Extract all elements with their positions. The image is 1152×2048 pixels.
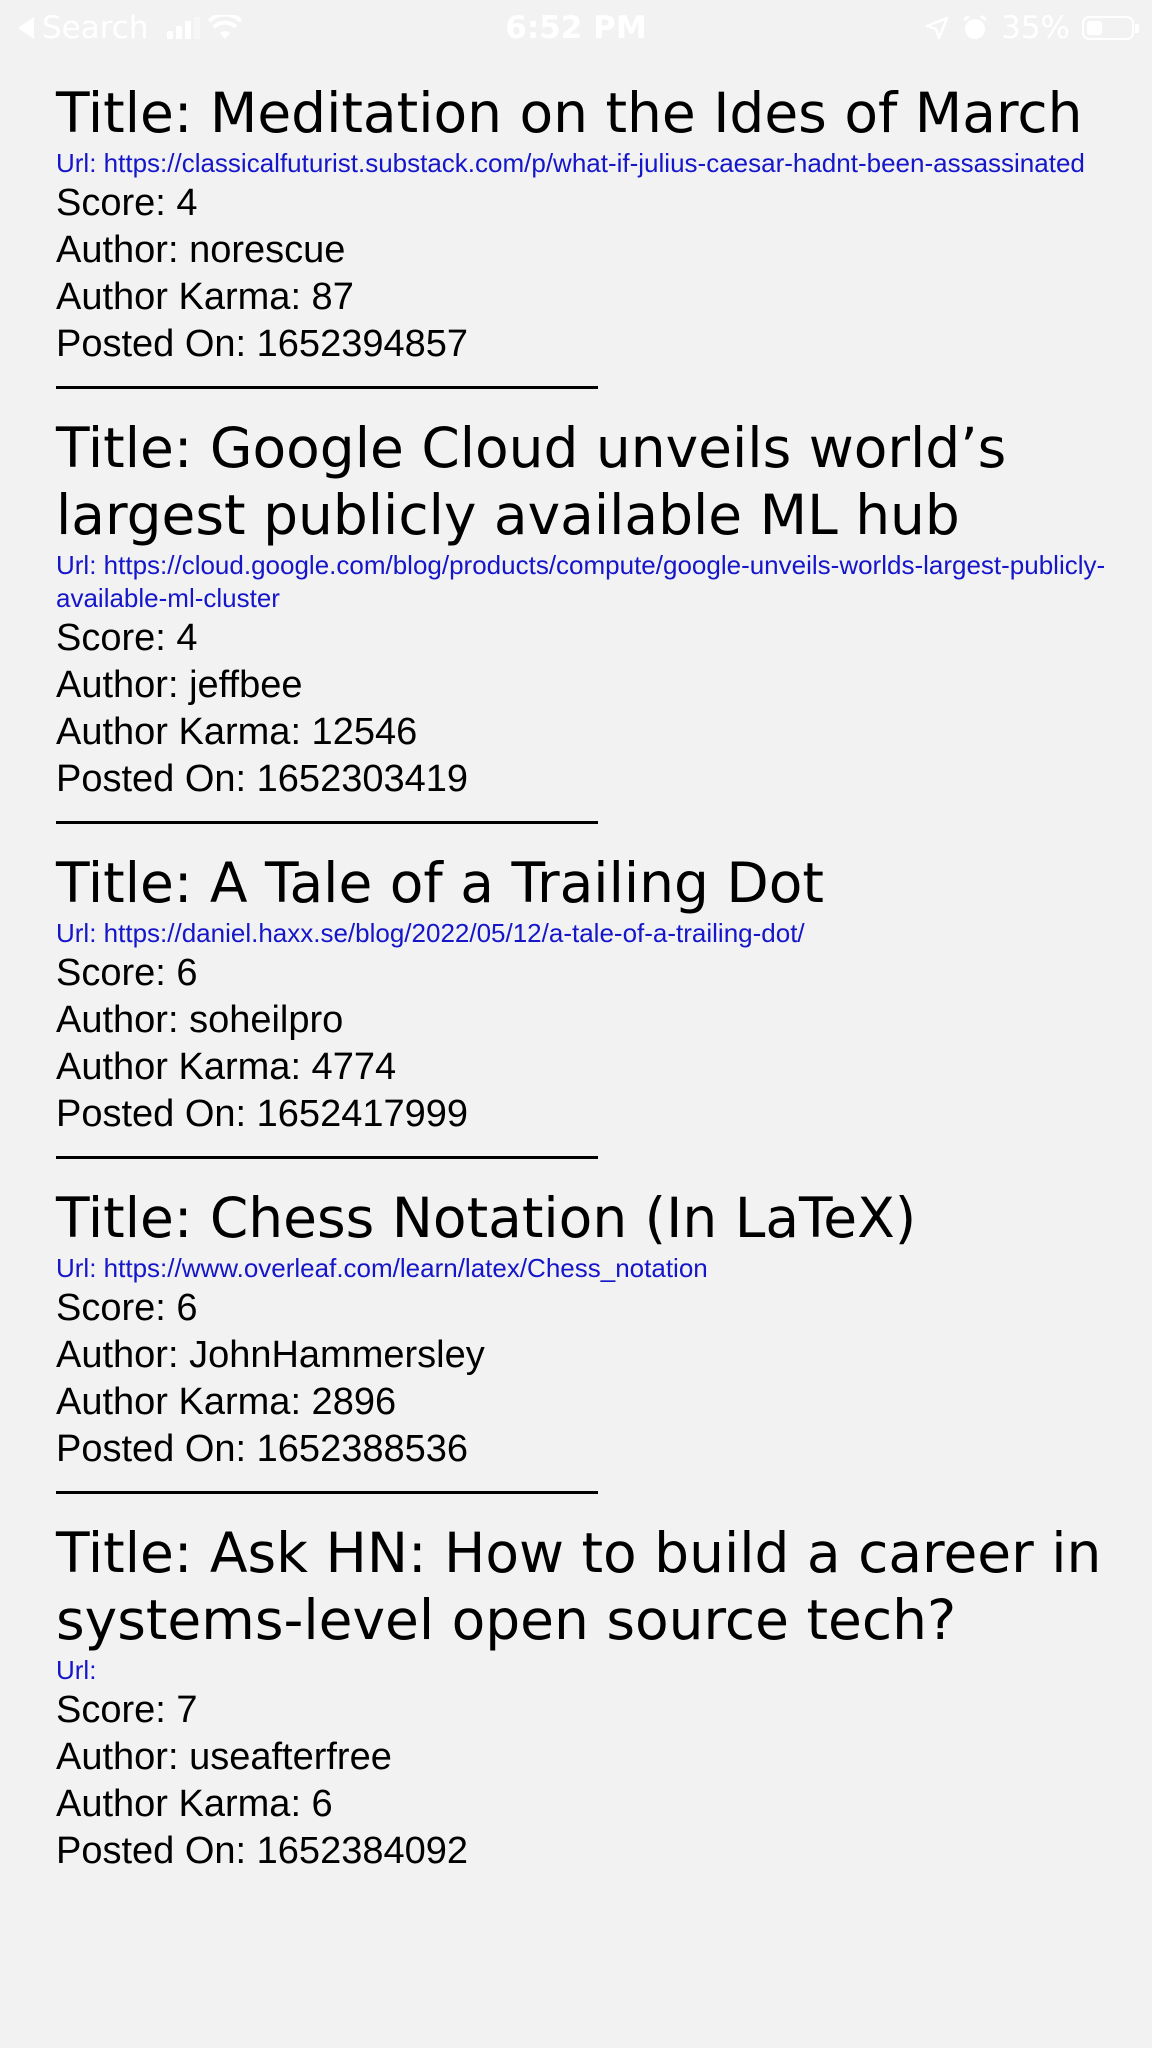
story-url-link[interactable]: Url: https://www.overleaf.com/learn/late… <box>56 1253 708 1283</box>
status-bar: Search 6:52 PM 35% <box>0 0 1152 58</box>
story-score: Score: 4 <box>56 617 198 659</box>
divider <box>56 821 598 824</box>
story-list: Title: Meditation on the Ides of March U… <box>56 80 1106 1901</box>
clock: 6:52 PM <box>505 10 647 46</box>
story-url-link[interactable]: Url: https://daniel.haxx.se/blog/2022/05… <box>56 918 805 948</box>
story-posted-on: Posted On: 1652417999 <box>56 1093 469 1135</box>
story-title: Title: A Tale of a Trailing Dot <box>56 851 824 915</box>
story-author-karma: Author Karma: 6 <box>56 1783 333 1825</box>
story-title: Title: Chess Notation (In LaTeX) <box>56 1186 917 1250</box>
story-author-karma: Author Karma: 12546 <box>56 711 418 753</box>
story-author: Author: norescue <box>56 229 346 271</box>
story-author: Author: soheilpro <box>56 999 344 1041</box>
story-posted-on: Posted On: 1652303419 <box>56 758 469 800</box>
story-score: Score: 4 <box>56 182 198 224</box>
story-item: Title: Ask HN: How to build a career in … <box>56 1520 1106 1875</box>
story-author-karma: Author Karma: 87 <box>56 276 354 318</box>
battery-percent: 35% <box>1001 10 1070 46</box>
story-title: Title: Ask HN: How to build a career in … <box>56 1521 1102 1652</box>
story-score: Score: 6 <box>56 1287 198 1329</box>
story-title: Title: Meditation on the Ides of March <box>56 81 1083 145</box>
divider <box>56 386 598 389</box>
location-arrow-icon <box>925 16 949 40</box>
story-title: Title: Google Cloud unveils world’s larg… <box>56 416 1007 547</box>
battery-icon <box>1082 16 1139 40</box>
story-author: Author: useafterfree <box>56 1736 392 1778</box>
story-score: Score: 7 <box>56 1689 198 1731</box>
story-url-link[interactable]: Url: https://classicalfuturist.substack.… <box>56 148 1085 178</box>
story-author-karma: Author Karma: 2896 <box>56 1381 397 1423</box>
story-author: Author: JohnHammersley <box>56 1334 485 1376</box>
story-item: Title: Meditation on the Ides of March U… <box>56 80 1106 389</box>
story-author-karma: Author Karma: 4774 <box>56 1046 397 1088</box>
story-item: Title: Chess Notation (In LaTeX) Url: ht… <box>56 1185 1106 1494</box>
story-posted-on: Posted On: 1652388536 <box>56 1428 469 1470</box>
divider <box>56 1491 598 1494</box>
alarm-clock-icon <box>963 14 988 39</box>
back-arrow-icon <box>18 17 34 39</box>
story-item: Title: A Tale of a Trailing Dot Url: htt… <box>56 850 1106 1159</box>
divider <box>56 1156 598 1159</box>
story-posted-on: Posted On: 1652384092 <box>56 1830 469 1872</box>
story-url-link[interactable]: Url: <box>56 1655 97 1685</box>
story-posted-on: Posted On: 1652394857 <box>56 323 469 365</box>
story-url-link[interactable]: Url: https://cloud.google.com/blog/produ… <box>56 550 1106 613</box>
cellular-signal-icon <box>166 17 200 39</box>
story-score: Score: 6 <box>56 952 198 994</box>
back-label: Search <box>42 10 149 46</box>
back-to-search-button[interactable]: Search <box>18 10 242 46</box>
wifi-icon <box>207 15 242 39</box>
story-author: Author: jeffbee <box>56 664 303 706</box>
story-item: Title: Google Cloud unveils world’s larg… <box>56 415 1106 824</box>
